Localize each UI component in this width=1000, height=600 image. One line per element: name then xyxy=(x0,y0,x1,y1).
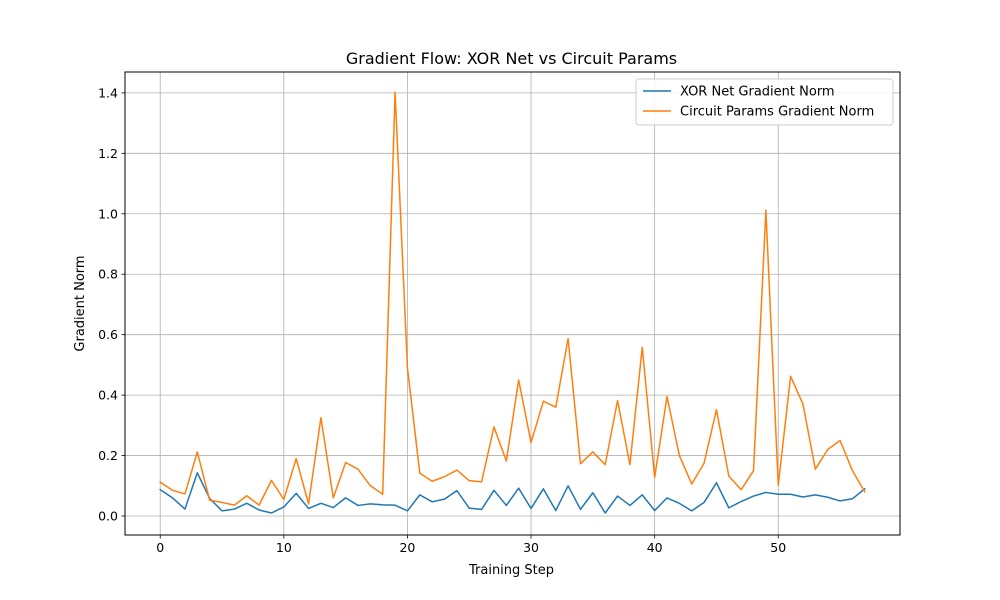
series-line-circuit-params-gradient-norm xyxy=(159,91,866,506)
plot-frame xyxy=(124,71,901,536)
y-axis-ticks: 0.0 0.2 0.4 0.6 0.8 1.0 1.2 1.4 xyxy=(98,85,125,524)
x-tick-label: 40 xyxy=(647,540,663,555)
legend-label-xor-net: XOR Net Gradient Norm xyxy=(680,85,835,100)
y-tick-label: 0.8 xyxy=(98,267,118,282)
y-tick-label: 1.0 xyxy=(98,206,118,221)
x-tick-label: 30 xyxy=(523,540,539,555)
x-tick-label: 10 xyxy=(276,540,292,555)
y-tick-label: 0.6 xyxy=(98,327,118,342)
legend: XOR Net Gradient Norm Circuit Params Gra… xyxy=(635,78,894,126)
y-axis-label: Gradient Norm xyxy=(73,255,88,351)
legend-label-circuit-params: Circuit Params Gradient Norm xyxy=(680,105,874,120)
chart-title: Gradient Flow: XOR Net vs Circuit Params xyxy=(346,49,677,68)
x-tick-label: 20 xyxy=(399,540,415,555)
series-line-xor-net-gradient-norm xyxy=(159,472,866,514)
series-lines xyxy=(159,91,866,514)
x-axis-label: Training Step xyxy=(468,563,554,578)
y-tick-label: 0.4 xyxy=(98,388,118,403)
y-tick-label: 0.2 xyxy=(98,448,118,463)
legend-box xyxy=(635,78,894,126)
y-tick-label: 1.4 xyxy=(98,85,118,100)
y-tick-label: 1.2 xyxy=(98,146,118,161)
x-tick-label: 50 xyxy=(770,540,786,555)
x-axis-ticks: 0 10 20 30 40 50 xyxy=(156,535,786,555)
x-tick-label: 0 xyxy=(156,540,164,555)
y-tick-label: 0.0 xyxy=(98,509,118,524)
